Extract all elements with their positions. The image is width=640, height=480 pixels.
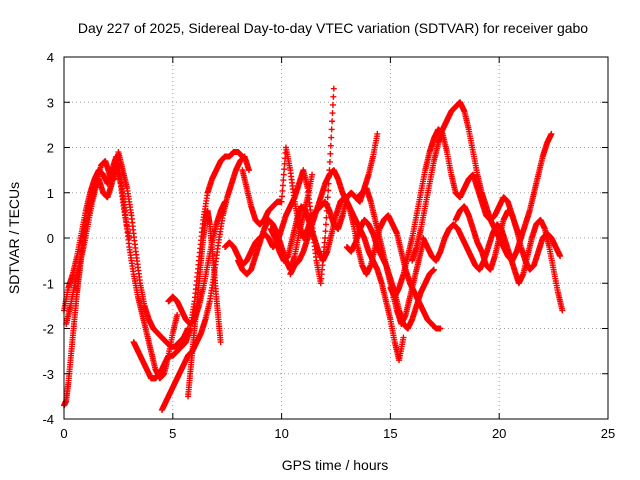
data-point <box>217 339 224 346</box>
y-tick-label: 0 <box>47 231 54 246</box>
data-point <box>322 228 329 235</box>
series-sat-8 <box>222 85 337 287</box>
x-tick-label: 15 <box>383 426 397 441</box>
data-point <box>329 110 336 117</box>
data-point <box>324 194 331 201</box>
data-point <box>281 166 288 173</box>
data-point <box>325 187 332 194</box>
y-tick-label: 3 <box>47 95 54 110</box>
data-point <box>330 93 337 100</box>
data-point <box>329 101 336 108</box>
y-axis-label: SDTVAR / TECUs <box>6 182 22 294</box>
data-point <box>279 193 286 200</box>
x-tick-label: 5 <box>169 426 176 441</box>
y-tick-label: 4 <box>47 50 54 65</box>
data-point <box>126 235 133 241</box>
y-tick-label: -3 <box>42 367 54 382</box>
chart-title: Day 227 of 2025, Sidereal Day-to-day VTE… <box>78 20 588 36</box>
data-point <box>328 134 335 141</box>
data-point <box>279 187 286 194</box>
data-point <box>328 126 335 133</box>
data-point <box>245 167 252 174</box>
data-point <box>326 158 333 165</box>
data-point <box>280 177 287 184</box>
y-tick-label: -4 <box>42 412 54 427</box>
data-point <box>174 311 181 318</box>
x-tick-label: 20 <box>492 426 506 441</box>
data-point <box>322 221 329 228</box>
x-tick-label: 0 <box>60 426 67 441</box>
y-tick-label: 1 <box>47 186 54 201</box>
data-point <box>278 198 285 205</box>
data-point <box>329 118 336 125</box>
data-point <box>327 150 334 157</box>
data-points <box>61 85 566 413</box>
data-point <box>322 235 329 241</box>
y-tick-label: -1 <box>42 276 54 291</box>
data-point <box>309 171 316 178</box>
series-sat-3 <box>63 149 192 350</box>
x-axis-label: GPS time / hours <box>282 457 389 473</box>
data-point <box>279 182 286 189</box>
data-point <box>323 214 330 221</box>
y-tick-label: -2 <box>42 322 54 337</box>
x-tick-label: 10 <box>274 426 288 441</box>
y-tick-label: 2 <box>47 141 54 156</box>
x-tick-label: 25 <box>601 426 615 441</box>
data-point <box>280 171 287 178</box>
data-point <box>327 142 334 149</box>
data-point <box>330 85 337 92</box>
series-sat-7 <box>165 198 229 327</box>
data-point <box>222 198 229 205</box>
